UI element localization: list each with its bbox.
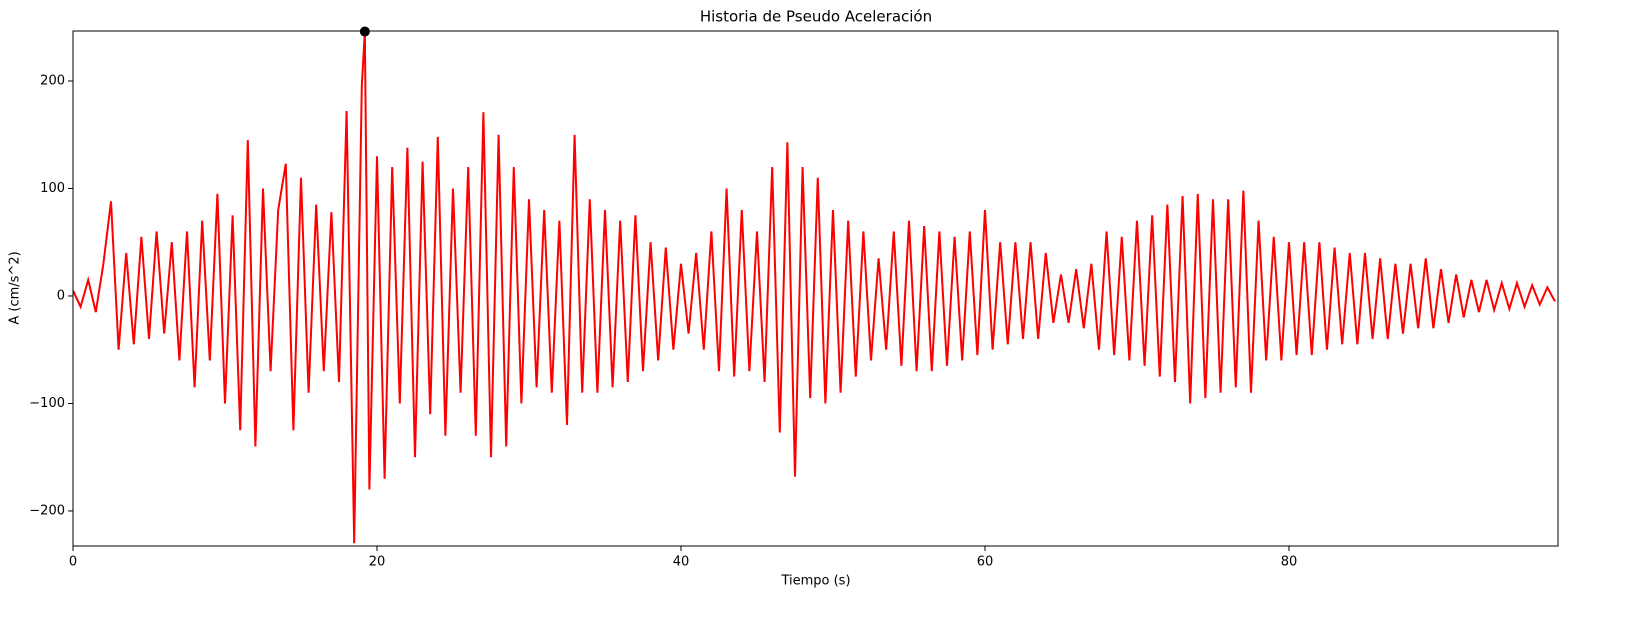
x-tick-label: 40 xyxy=(673,555,690,570)
y-tick-label: −100 xyxy=(29,396,65,411)
x-axis-label: Tiempo (s) xyxy=(780,574,850,589)
x-tick-label: 0 xyxy=(69,555,77,570)
y-axis-label: A (cm/s^2) xyxy=(8,251,23,324)
plot-frame xyxy=(72,30,1559,547)
x-tick-label: 60 xyxy=(977,555,994,570)
y-tick-label: −200 xyxy=(29,503,65,518)
x-tick-label: 80 xyxy=(1281,555,1298,570)
y-tick-label: 200 xyxy=(40,73,65,88)
chart-title: Historia de Pseudo Aceleración xyxy=(700,8,932,26)
y-tick-label: 0 xyxy=(57,288,65,303)
peak-marker xyxy=(359,26,370,37)
x-tick-label: 20 xyxy=(369,555,386,570)
data-line xyxy=(73,31,1556,544)
y-tick-label: 100 xyxy=(40,181,65,196)
plot-area xyxy=(73,26,1556,544)
